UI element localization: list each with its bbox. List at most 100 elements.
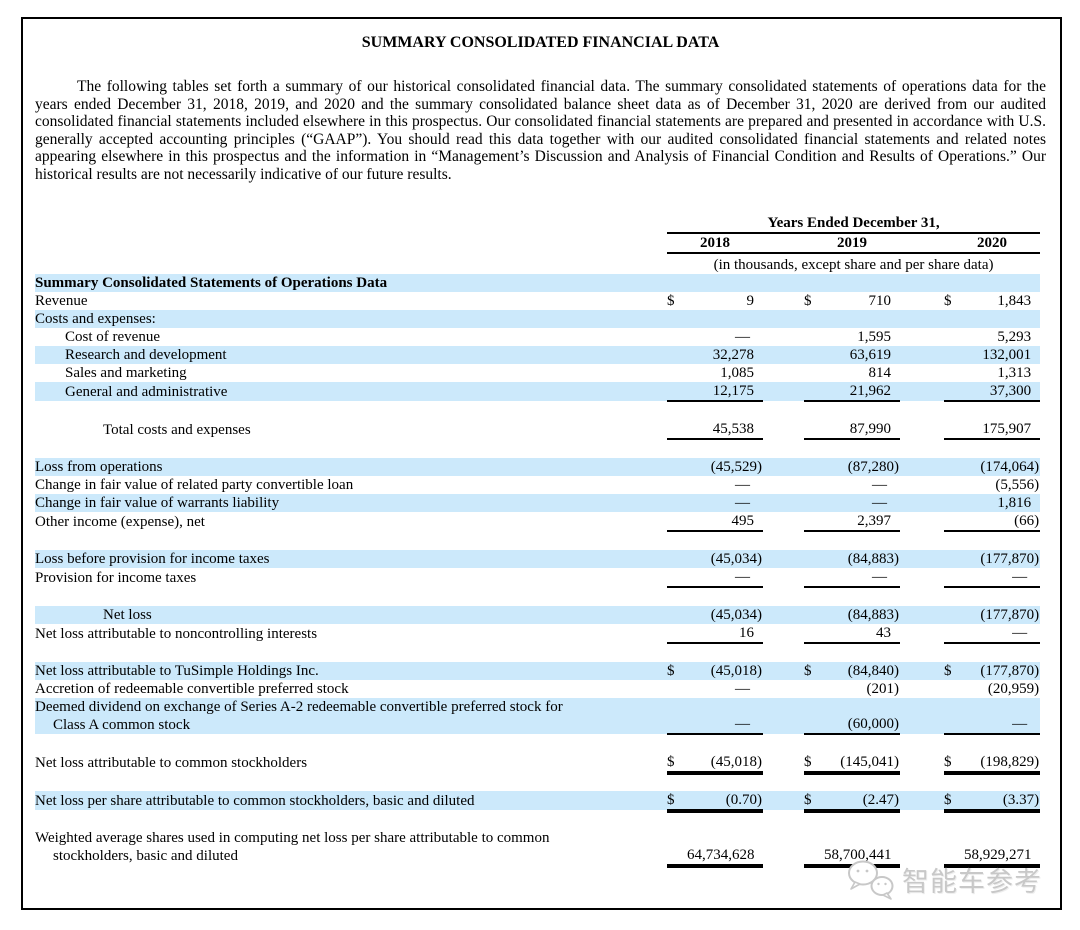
cell-2019: (84,840): [824, 661, 900, 680]
years-span-header-row: Years Ended December 31,: [35, 213, 1041, 234]
year-columns-row: 2018 2019 2020: [35, 232, 1041, 254]
watermark: 智能车参考: [846, 858, 1042, 900]
cell-2020: 132,001: [964, 345, 1041, 364]
column-gap: [763, 661, 804, 680]
column-gap: [763, 364, 804, 382]
spacer-cell: [35, 587, 1040, 606]
currency-symbol: [667, 623, 687, 644]
column-gap: [900, 328, 944, 346]
spacer-cell: [35, 643, 1040, 662]
row-label: Sales and marketing: [65, 364, 187, 381]
table-row: Costs and expenses:: [35, 309, 1041, 328]
cell-2020: 1,313: [997, 364, 1032, 381]
column-gap: [900, 476, 944, 494]
cell-2018: 495: [687, 511, 763, 532]
table-row: Summary Consolidated Statements of Opera…: [35, 273, 1041, 292]
currency-symbol: [804, 476, 824, 494]
row-label: Revenue: [35, 292, 88, 309]
spacer-row: [35, 734, 1040, 753]
currency-symbol: [667, 567, 687, 588]
cell-2019: (60,000): [824, 697, 900, 735]
table-row: Net loss (45,034) (84,883) (177,870): [35, 605, 1041, 624]
cell-2018: —: [735, 680, 750, 697]
table-row: Cost of revenue — 1,595 5,293: [35, 328, 1040, 346]
cell-2019: 43: [824, 623, 900, 644]
column-gap: [763, 232, 804, 254]
currency-symbol: $: [944, 752, 964, 775]
column-gap: [900, 605, 944, 624]
table-body: Summary Consolidated Statements of Opera…: [35, 273, 1041, 868]
column-gap: [763, 753, 804, 772]
currency-symbol: [944, 364, 964, 382]
row-label: Net loss per share attributable to commo…: [35, 790, 667, 810]
cell-2020: (177,870): [964, 549, 1041, 568]
column-gap: [900, 364, 944, 382]
financial-table: Years Ended December 31, 2018 2019 2020 …: [35, 213, 1041, 868]
table-row: General and administrative 12,175 21,962 37…: [35, 381, 1041, 402]
currency-symbol: [667, 549, 687, 568]
currency-symbol: $: [804, 790, 824, 813]
row-label: Research and development: [35, 345, 667, 364]
currency-symbol: [667, 697, 687, 735]
cell-2020: (5,556): [995, 476, 1040, 493]
currency-symbol: [804, 605, 824, 624]
currency-symbol: [667, 511, 687, 532]
wechat-icon: [848, 860, 894, 900]
row-label: Costs and expenses:: [35, 309, 1041, 328]
cell-2018: (45,018): [687, 752, 763, 775]
cell-2018: —: [735, 476, 750, 493]
cell-2020: 5,293: [997, 328, 1032, 345]
cell-2020: (20,959): [987, 680, 1040, 697]
currency-symbol: [667, 828, 687, 868]
column-gap: [763, 829, 804, 865]
currency-symbol: [804, 493, 824, 512]
table-row: Loss from operations (45,529) (87,280) (174…: [35, 457, 1041, 476]
currency-symbol: $: [804, 661, 824, 680]
currency-symbol: [667, 364, 687, 382]
units-row: (in thousands, except share and per shar…: [35, 253, 1040, 274]
cell-2018: 45,538: [687, 419, 763, 440]
currency-symbol: [667, 680, 687, 698]
table-row: Net loss attributable to common stockhol…: [35, 752, 1041, 775]
currency-symbol: [944, 680, 964, 698]
row-label: Loss from operations: [35, 457, 667, 476]
currency-symbol: [667, 419, 687, 440]
cell-2018: (45,018): [687, 661, 763, 680]
column-gap: [900, 381, 944, 401]
column-gap: [900, 549, 944, 568]
table-row: Change in fair value of related party co…: [35, 476, 1040, 494]
column-gap: [763, 476, 804, 494]
row-label: Net loss: [35, 605, 667, 624]
column-gap: [763, 457, 804, 476]
document-title: SUMMARY CONSOLIDATED FINANCIAL DATA: [361, 34, 720, 51]
cell-2019: —: [824, 493, 900, 512]
cell-2020: 58,929,271: [964, 828, 1041, 868]
cell-2020: —: [964, 567, 1041, 588]
row-label: Net loss attributable to TuSimple Holdin…: [35, 661, 667, 680]
currency-symbol: $: [804, 752, 824, 775]
currency-symbol: $: [667, 752, 687, 775]
currency-symbol: $: [944, 790, 964, 813]
currency-symbol: [944, 457, 964, 476]
column-gap: [763, 512, 804, 531]
currency-symbol: [667, 345, 687, 364]
currency-symbol: [804, 328, 824, 346]
column-gap: [763, 568, 804, 587]
currency-symbol: [804, 419, 824, 440]
row-label: Cost of revenue: [65, 328, 160, 345]
spacer-row: [35, 401, 1040, 420]
cell-2018: 12,175: [687, 381, 763, 402]
column-gap: [763, 292, 804, 310]
currency-symbol: [944, 605, 964, 624]
table-row: Total costs and expenses 45,538 87,990 175,…: [35, 419, 1041, 440]
column-gap: [900, 292, 944, 310]
cell-2020: (177,870): [964, 661, 1041, 680]
currency-symbol: $: [944, 661, 964, 680]
currency-symbol: [667, 328, 687, 346]
cell-2020: (198,829): [964, 752, 1041, 775]
row-label: Accretion of redeemable convertible pref…: [35, 680, 349, 697]
row-label: Weighted average shares used in computin…: [35, 829, 550, 864]
column-gap: [900, 568, 944, 587]
currency-symbol: [804, 457, 824, 476]
intro-paragraph: The following tables set forth a summary…: [35, 78, 1046, 183]
